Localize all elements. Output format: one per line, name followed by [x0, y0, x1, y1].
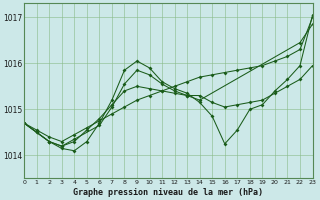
X-axis label: Graphe pression niveau de la mer (hPa): Graphe pression niveau de la mer (hPa) [73, 188, 263, 197]
